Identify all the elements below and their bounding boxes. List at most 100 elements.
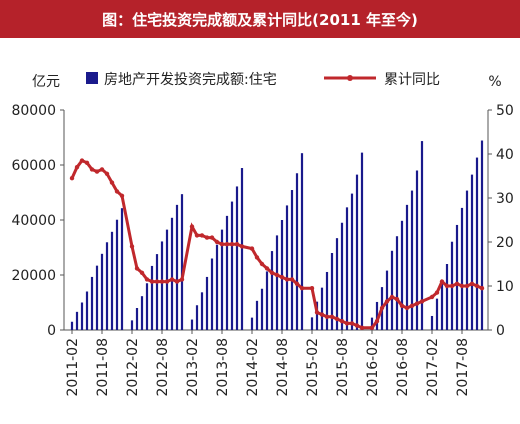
line-point xyxy=(189,224,195,229)
bar xyxy=(335,238,339,330)
line-point xyxy=(159,279,165,284)
line-point xyxy=(84,160,90,165)
bar xyxy=(240,168,244,330)
line-point xyxy=(229,242,235,247)
line-point xyxy=(199,233,205,238)
bar xyxy=(150,265,154,330)
line-point xyxy=(164,279,170,284)
line-point xyxy=(79,158,85,163)
bar xyxy=(320,287,324,330)
line-point xyxy=(169,277,175,282)
bar xyxy=(225,215,229,330)
line-point xyxy=(444,283,450,289)
bar xyxy=(235,186,239,330)
bar xyxy=(405,204,409,330)
bar xyxy=(85,291,89,330)
bar xyxy=(300,153,304,330)
line-point xyxy=(314,310,320,315)
line-point xyxy=(89,167,95,172)
bar xyxy=(390,250,394,330)
bar xyxy=(175,204,179,330)
line-point xyxy=(324,314,330,319)
bar-series xyxy=(70,140,484,330)
bar xyxy=(345,207,349,330)
bar xyxy=(180,194,184,330)
bar xyxy=(160,241,164,330)
chart-title: 图：住宅投资完成额及累计同比(2011 年至今) xyxy=(0,0,520,38)
line-point xyxy=(129,244,135,249)
line-point xyxy=(429,294,435,300)
bar xyxy=(440,282,444,330)
bar xyxy=(480,140,484,330)
y-right-tick-label: 30 xyxy=(496,191,514,207)
line-point xyxy=(214,239,220,245)
bar xyxy=(95,265,99,330)
line-point xyxy=(469,281,475,286)
line-point xyxy=(459,283,465,289)
y-right-tick-label: 10 xyxy=(496,279,514,295)
line-point xyxy=(399,303,405,308)
line-point xyxy=(479,286,485,291)
line-point xyxy=(119,193,125,198)
line-point xyxy=(449,283,455,289)
x-tick-label: 2014-08 xyxy=(275,338,291,397)
x-tick-label: 2012-02 xyxy=(125,338,141,397)
line-point xyxy=(299,286,305,291)
line-point xyxy=(74,165,80,170)
line-point xyxy=(104,171,110,176)
legend-swatch-bars xyxy=(86,72,98,84)
line-point xyxy=(359,325,365,330)
line-point xyxy=(149,279,155,284)
line-point xyxy=(294,281,300,286)
line-point xyxy=(69,176,75,181)
bar xyxy=(155,254,159,330)
bar xyxy=(325,271,329,330)
line-point xyxy=(404,305,410,311)
bar xyxy=(470,174,474,330)
line-point xyxy=(369,325,375,330)
bar xyxy=(120,208,124,330)
bar xyxy=(260,288,264,330)
line-point xyxy=(274,272,280,278)
bar xyxy=(230,201,234,330)
bar xyxy=(200,292,204,330)
bar xyxy=(190,319,194,330)
x-tick-label: 2015-08 xyxy=(335,338,351,397)
line-point xyxy=(279,275,285,280)
bar xyxy=(80,302,84,330)
line-point xyxy=(254,255,260,260)
line-series xyxy=(69,158,485,330)
y-left-tick-label: 60000 xyxy=(11,158,56,174)
bar xyxy=(270,251,274,330)
y-right-tick-label: 0 xyxy=(496,323,505,339)
bar xyxy=(465,190,469,330)
bar xyxy=(290,190,294,330)
x-tick-label: 2015-02 xyxy=(305,338,321,397)
line-point xyxy=(474,283,480,289)
bar xyxy=(195,305,199,330)
bar xyxy=(265,271,269,330)
y-left-tick-label: 20000 xyxy=(11,268,56,284)
bar xyxy=(110,231,114,330)
line-point xyxy=(174,279,180,284)
line-point xyxy=(319,312,325,317)
y-left-tick-label: 80000 xyxy=(11,103,56,119)
bar xyxy=(310,317,314,330)
line-point xyxy=(434,290,440,295)
line-point xyxy=(234,242,240,247)
chart-legend: 房地产开发投资完成额:住宅 累计同比 xyxy=(86,72,440,88)
line-point xyxy=(464,283,470,289)
bar xyxy=(360,152,364,330)
bar xyxy=(255,300,259,330)
bar xyxy=(115,219,119,330)
bar xyxy=(130,320,134,330)
bar xyxy=(410,190,414,330)
bar xyxy=(70,321,74,330)
line-point xyxy=(264,266,270,271)
line-point xyxy=(334,316,340,322)
line-point xyxy=(394,297,400,302)
bar xyxy=(295,173,299,330)
x-tick-label: 2017-08 xyxy=(455,338,471,397)
bar xyxy=(445,264,449,330)
y-right-unit-label: % xyxy=(488,74,501,90)
